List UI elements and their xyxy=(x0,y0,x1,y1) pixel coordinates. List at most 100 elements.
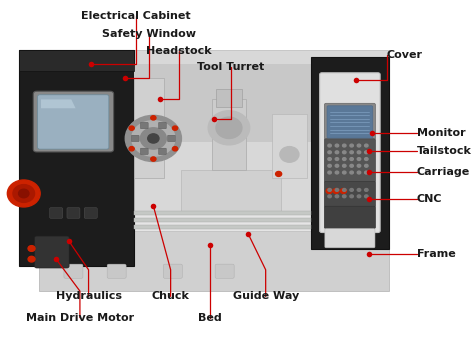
Text: Chuck: Chuck xyxy=(152,291,190,301)
Circle shape xyxy=(328,144,331,147)
FancyBboxPatch shape xyxy=(67,208,80,218)
FancyBboxPatch shape xyxy=(107,264,126,278)
FancyBboxPatch shape xyxy=(35,236,69,268)
Text: Monitor: Monitor xyxy=(417,128,465,138)
Polygon shape xyxy=(134,78,164,178)
FancyBboxPatch shape xyxy=(64,264,83,278)
Circle shape xyxy=(151,116,156,120)
FancyBboxPatch shape xyxy=(33,91,114,152)
Circle shape xyxy=(343,171,346,174)
Circle shape xyxy=(335,151,339,154)
Circle shape xyxy=(365,144,368,147)
Text: Safety Window: Safety Window xyxy=(102,29,196,39)
Circle shape xyxy=(343,164,346,167)
Circle shape xyxy=(275,171,282,176)
FancyBboxPatch shape xyxy=(327,106,373,138)
FancyBboxPatch shape xyxy=(319,73,380,233)
Circle shape xyxy=(357,171,361,174)
FancyBboxPatch shape xyxy=(131,135,139,142)
Circle shape xyxy=(365,171,368,174)
Circle shape xyxy=(7,180,40,207)
Polygon shape xyxy=(39,206,389,231)
Circle shape xyxy=(216,117,242,138)
Polygon shape xyxy=(134,64,311,142)
Circle shape xyxy=(335,189,339,191)
Circle shape xyxy=(350,195,353,198)
Circle shape xyxy=(365,164,368,167)
Circle shape xyxy=(28,246,35,251)
Circle shape xyxy=(343,189,346,191)
Text: Tool Turret: Tool Turret xyxy=(198,62,265,72)
Circle shape xyxy=(357,189,361,191)
FancyBboxPatch shape xyxy=(140,148,148,154)
Circle shape xyxy=(340,189,346,193)
Circle shape xyxy=(328,151,331,154)
Circle shape xyxy=(365,195,368,198)
Circle shape xyxy=(343,195,346,198)
Circle shape xyxy=(328,189,331,191)
Text: Guide Way: Guide Way xyxy=(233,291,299,301)
Circle shape xyxy=(328,164,331,167)
FancyBboxPatch shape xyxy=(158,148,166,154)
Circle shape xyxy=(173,147,178,151)
Circle shape xyxy=(343,151,346,154)
Circle shape xyxy=(328,171,331,174)
FancyBboxPatch shape xyxy=(324,103,375,140)
Circle shape xyxy=(140,128,166,149)
Polygon shape xyxy=(134,218,311,222)
Circle shape xyxy=(328,158,331,160)
Text: Electrical Cabinet: Electrical Cabinet xyxy=(81,11,191,21)
Circle shape xyxy=(365,189,368,191)
Circle shape xyxy=(350,144,353,147)
Polygon shape xyxy=(182,170,281,213)
Circle shape xyxy=(328,195,331,198)
Text: Main Drive Motor: Main Drive Motor xyxy=(26,313,134,323)
Text: Bed: Bed xyxy=(198,313,221,323)
Polygon shape xyxy=(19,50,134,71)
Circle shape xyxy=(335,195,339,198)
Circle shape xyxy=(335,164,339,167)
FancyBboxPatch shape xyxy=(50,208,63,218)
Polygon shape xyxy=(134,64,311,213)
Circle shape xyxy=(18,189,29,198)
Circle shape xyxy=(129,126,134,130)
FancyBboxPatch shape xyxy=(324,181,375,207)
Circle shape xyxy=(280,147,299,162)
Polygon shape xyxy=(41,99,75,108)
Circle shape xyxy=(357,158,361,160)
Polygon shape xyxy=(134,211,311,215)
Polygon shape xyxy=(272,114,307,178)
Circle shape xyxy=(357,144,361,147)
Text: Tailstock: Tailstock xyxy=(417,146,472,156)
Circle shape xyxy=(129,147,134,151)
FancyBboxPatch shape xyxy=(168,135,175,142)
Polygon shape xyxy=(212,99,246,170)
Circle shape xyxy=(343,158,346,160)
Circle shape xyxy=(357,151,361,154)
Circle shape xyxy=(335,144,339,147)
Circle shape xyxy=(365,158,368,160)
Circle shape xyxy=(335,158,339,160)
Circle shape xyxy=(13,185,35,202)
Circle shape xyxy=(125,115,182,162)
Circle shape xyxy=(343,144,346,147)
Polygon shape xyxy=(39,231,389,291)
Polygon shape xyxy=(19,50,134,266)
FancyBboxPatch shape xyxy=(215,264,234,278)
Text: Cover: Cover xyxy=(387,50,423,60)
Circle shape xyxy=(350,158,353,160)
Circle shape xyxy=(350,151,353,154)
Polygon shape xyxy=(39,50,389,64)
Text: Carriage: Carriage xyxy=(417,167,470,177)
Circle shape xyxy=(350,164,353,167)
FancyBboxPatch shape xyxy=(140,122,148,129)
FancyBboxPatch shape xyxy=(324,139,375,182)
Circle shape xyxy=(28,256,35,262)
Circle shape xyxy=(350,171,353,174)
Circle shape xyxy=(357,195,361,198)
Circle shape xyxy=(326,189,332,193)
Text: Hydraulics: Hydraulics xyxy=(55,291,121,301)
Polygon shape xyxy=(39,64,389,231)
Circle shape xyxy=(333,189,339,193)
Text: Headstock: Headstock xyxy=(146,47,212,56)
